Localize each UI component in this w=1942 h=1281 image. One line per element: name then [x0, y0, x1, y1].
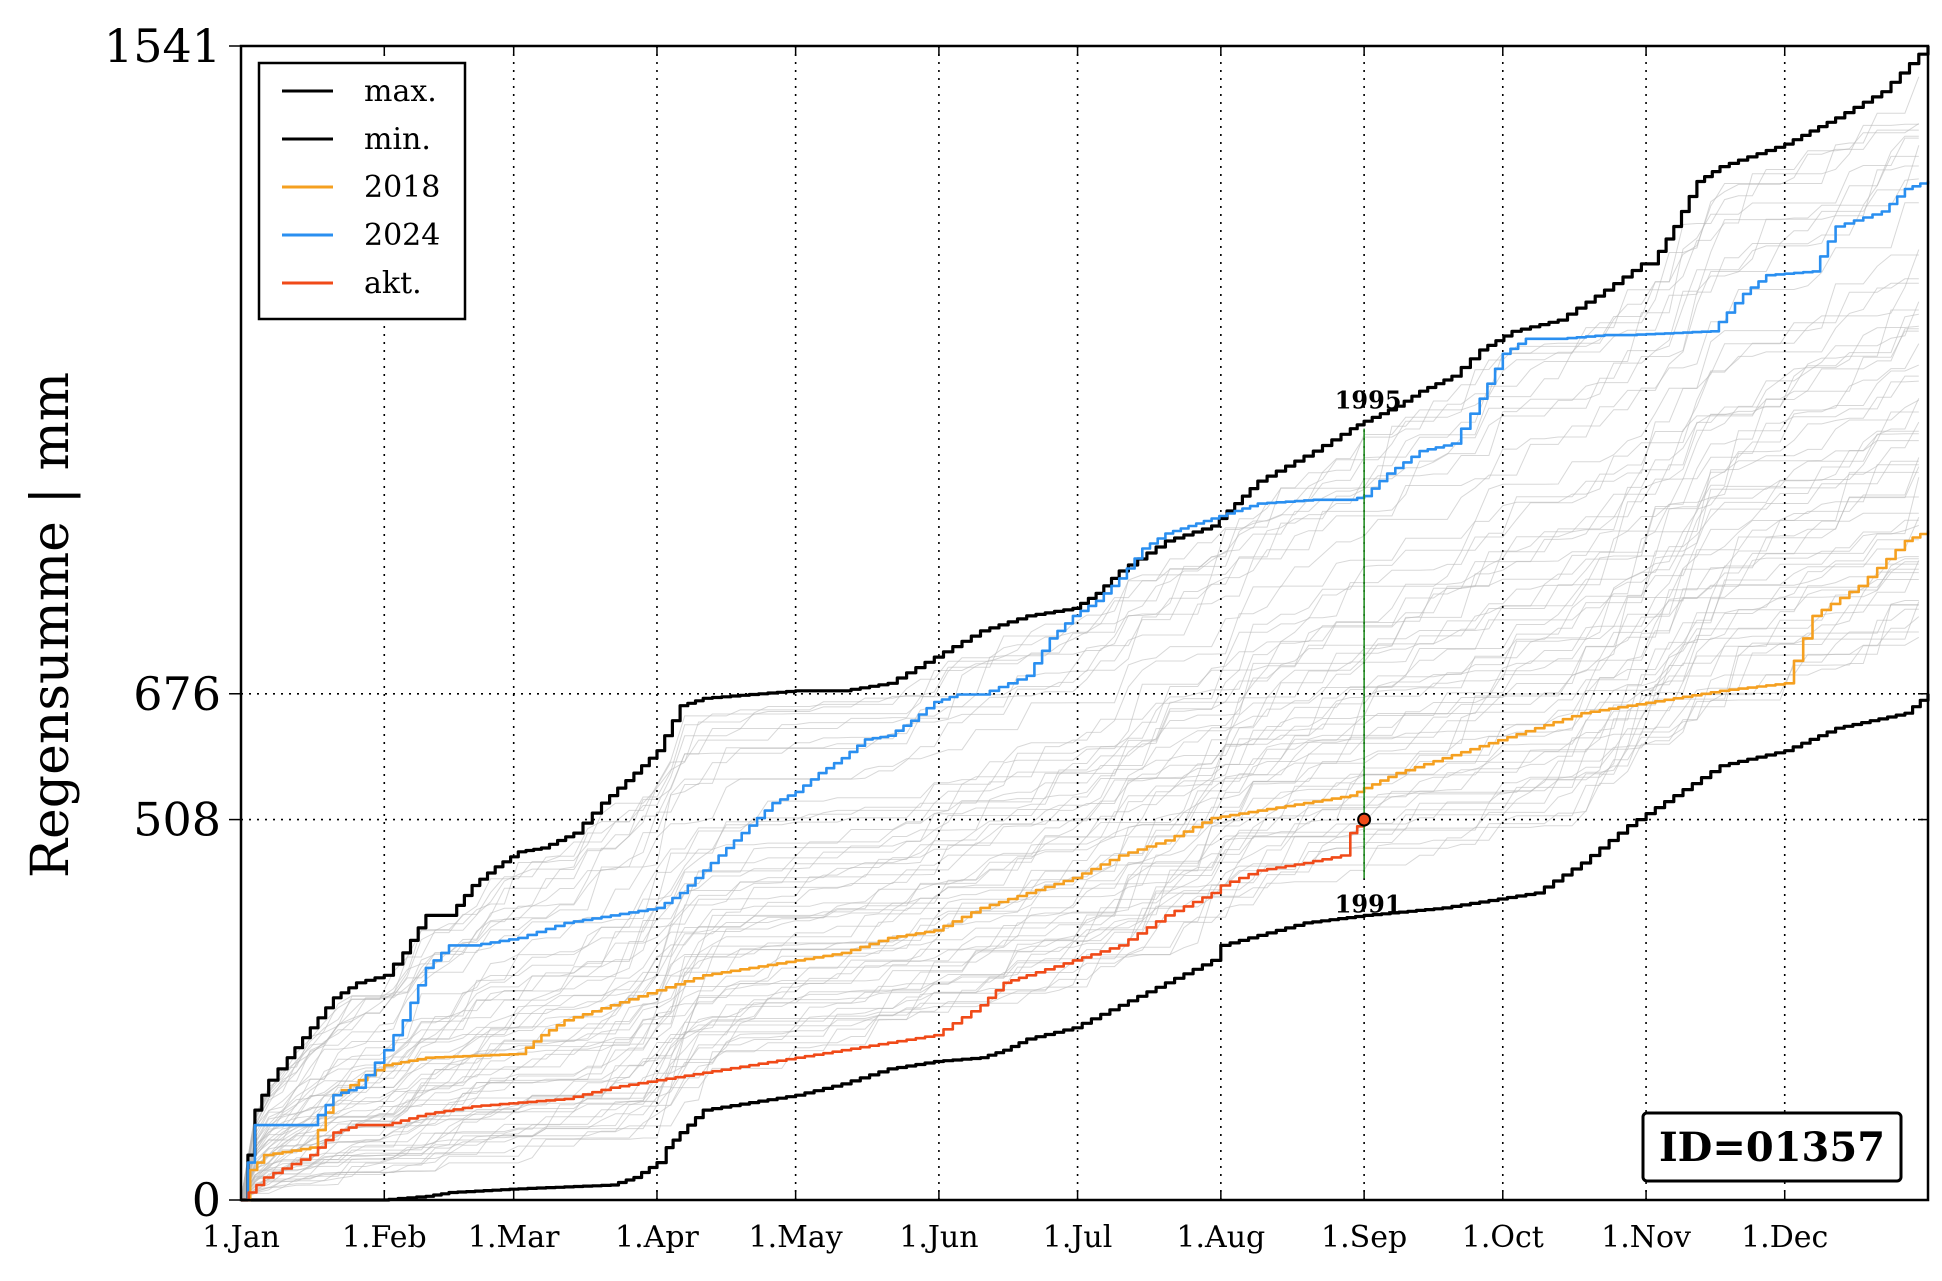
x-tick-label: 1.Dec: [1741, 1220, 1828, 1255]
historical-year-line: [240, 178, 1919, 1201]
historical-year-line: [240, 137, 1919, 1201]
historical-year-line: [240, 636, 1920, 1201]
y-tick-label: 1541: [104, 19, 221, 73]
historical-year-line: [240, 123, 1919, 1201]
historical-year-line: [240, 608, 1919, 1201]
marker-label-top: 1995: [1335, 386, 1402, 415]
plot-frame: [239, 44, 1930, 1202]
y-axis-label: Regensumme | mm: [21, 372, 81, 878]
historical-year-line: [240, 309, 1919, 1201]
vertical-marker: 1995 1991: [1335, 386, 1402, 919]
id-label: ID=01357: [1659, 1124, 1885, 1171]
series-line-0: [241, 46, 1930, 1202]
historical-year-line: [240, 364, 1919, 1201]
x-tick-label: 1.Feb: [342, 1220, 427, 1255]
x-axis-ticks: 1.Jan 1.Feb 1.Mar 1.Apr 1.May 1.Jun 1.Jul 1.Aug…: [202, 46, 1828, 1255]
x-tick-label: 1.Oct: [1462, 1220, 1544, 1255]
series-lines: [241, 46, 1930, 1202]
historical-year-line: [240, 145, 1920, 1201]
historical-year-line: [240, 631, 1919, 1201]
x-tick-label: 1.Sep: [1321, 1220, 1407, 1255]
historical-year-line: [240, 512, 1919, 1201]
x-tick-label: 1.Mar: [468, 1220, 560, 1255]
historical-year-line: [240, 76, 1920, 1201]
historical-year-line: [240, 519, 1919, 1201]
legend-label: 2024: [364, 218, 440, 253]
series-line-2: [241, 530, 1930, 1202]
historical-year-line: [240, 524, 1919, 1201]
historical-year-line: [240, 604, 1919, 1201]
x-tick-label: 1.Jan: [202, 1220, 280, 1255]
x-tick-label: 1.Aug: [1176, 1220, 1265, 1255]
historical-year-line: [240, 563, 1919, 1201]
historical-year-line: [240, 579, 1919, 1201]
historical-year-line: [240, 399, 1920, 1201]
historical-year-line: [240, 282, 1919, 1201]
historical-year-line: [240, 325, 1919, 1201]
historical-year-line: [240, 301, 1920, 1201]
historical-year-line: [240, 135, 1919, 1201]
series-line-1: [241, 693, 1930, 1202]
historical-year-line: [240, 421, 1920, 1201]
historical-year-line: [240, 516, 1920, 1201]
legend-label: max.: [364, 74, 437, 109]
id-box-frame: [1641, 1111, 1903, 1183]
historical-year-line: [240, 123, 1920, 1201]
x-tick-label: 1.Nov: [1601, 1220, 1691, 1255]
historical-year-line: [240, 254, 1919, 1201]
station-id-box: ID=01357: [1641, 1111, 1903, 1183]
historical-year-line: [240, 202, 1919, 1201]
marker-label-bottom: 1991: [1335, 889, 1402, 918]
x-tick-label: 1.Apr: [615, 1220, 699, 1255]
legend: max. min. 2018 2024 akt.: [257, 61, 467, 321]
x-tick-label: 1.Jun: [899, 1220, 978, 1255]
legend-label: 2018: [364, 170, 440, 205]
historical-year-line: [240, 249, 1920, 1201]
historical-year-line: [240, 466, 1920, 1201]
y-tick-label: 508: [133, 793, 221, 847]
historical-year-line: [240, 561, 1919, 1201]
y-tick-label: 676: [133, 667, 221, 721]
y-axis-ticks: 0 508 676 1541: [104, 19, 1928, 1227]
historical-year-line: [240, 165, 1919, 1201]
x-tick-label: 1.May: [749, 1220, 843, 1255]
historical-year-line: [240, 600, 1919, 1201]
historical-year-line: [240, 464, 1919, 1201]
historical-year-line: [240, 328, 1919, 1201]
legend-label: min.: [364, 122, 431, 157]
historical-year-line: [240, 430, 1919, 1201]
historical-year-line: [240, 477, 1920, 1201]
historical-year-line: [240, 616, 1920, 1201]
historical-year-line: [240, 278, 1919, 1201]
legend-label: akt.: [364, 266, 422, 301]
historical-year-line: [240, 375, 1919, 1201]
series-line-4: [241, 819, 1366, 1202]
current-value-point: [1357, 812, 1372, 827]
historical-year-line: [240, 380, 1919, 1201]
y-tick-label: 0: [192, 1173, 221, 1227]
historical-year-line: [240, 398, 1920, 1201]
historical-year-line: [240, 343, 1920, 1201]
x-tick-label: 1.Jul: [1043, 1220, 1113, 1255]
legend-box: [257, 61, 467, 321]
historical-year-line: [240, 471, 1919, 1201]
series-line-3: [241, 180, 1930, 1202]
historical-year-line: [240, 330, 1919, 1201]
historical-year-line: [240, 411, 1919, 1201]
historical-year-line: [240, 129, 1919, 1201]
